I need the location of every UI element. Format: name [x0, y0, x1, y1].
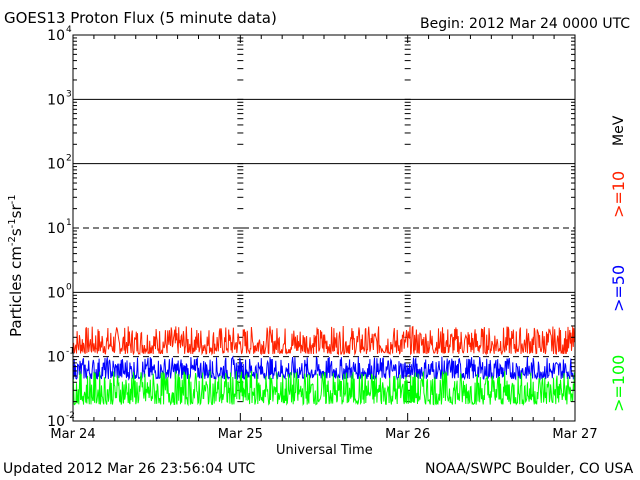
y-tick-exponent: 2 — [66, 154, 72, 164]
y-label-sup1: -2 — [7, 236, 18, 247]
y-tick-exponent: 4 — [66, 25, 72, 35]
data-source: NOAA/SWPC Boulder, CO USA — [425, 461, 634, 477]
y-tick-label: 10 — [47, 285, 65, 301]
y-label-sup3: -1 — [7, 194, 18, 205]
series-line-1 — [73, 355, 576, 381]
y-label-mid2: sr — [7, 204, 25, 219]
y-tick-exponent: 3 — [66, 89, 72, 99]
legend-series-100: >=100 — [609, 354, 628, 412]
x-tick-label: Mar 24 — [50, 427, 95, 442]
legend-series-10: >=10 — [609, 170, 628, 218]
begin-time: Begin: 2012 Mar 24 0000 UTC — [420, 16, 631, 32]
updated-timestamp: Updated 2012 Mar 26 23:56:04 UTC — [3, 461, 256, 477]
plot-frame — [72, 34, 576, 422]
y-tick-label: 10 — [47, 414, 65, 430]
data-series — [72, 325, 576, 407]
chart-title: GOES13 Proton Flux (5 minute data) — [4, 9, 277, 27]
y-label-sup2: -1 — [7, 218, 18, 229]
y-label-mid1: s — [7, 228, 25, 237]
y-tick-exponent: -2 — [66, 411, 75, 421]
x-axis-label: Universal Time — [276, 443, 373, 458]
series-line-2 — [72, 370, 576, 407]
y-tick-exponent: 1 — [66, 218, 72, 228]
y-tick-label: 10 — [47, 92, 65, 108]
legend-series-50: >=50 — [609, 264, 628, 312]
y-tick-label: 10 — [47, 28, 65, 44]
x-tick-label: Mar 26 — [385, 427, 430, 442]
unit-label: MeV — [611, 115, 627, 146]
series-line-0 — [72, 325, 576, 356]
y-axis-label: Particles cm-2s-1sr-1 — [7, 194, 25, 337]
x-tick-label: Mar 25 — [218, 427, 263, 442]
y-label-main: Particles cm — [7, 246, 25, 337]
y-tick-label: 10 — [47, 350, 65, 366]
y-tick-exponent: 0 — [66, 282, 72, 292]
y-tick-label: 10 — [47, 157, 65, 173]
x-tick-label: Mar 27 — [552, 427, 597, 442]
y-tick-exponent: -1 — [66, 347, 75, 357]
y-tick-label: 10 — [47, 221, 65, 237]
